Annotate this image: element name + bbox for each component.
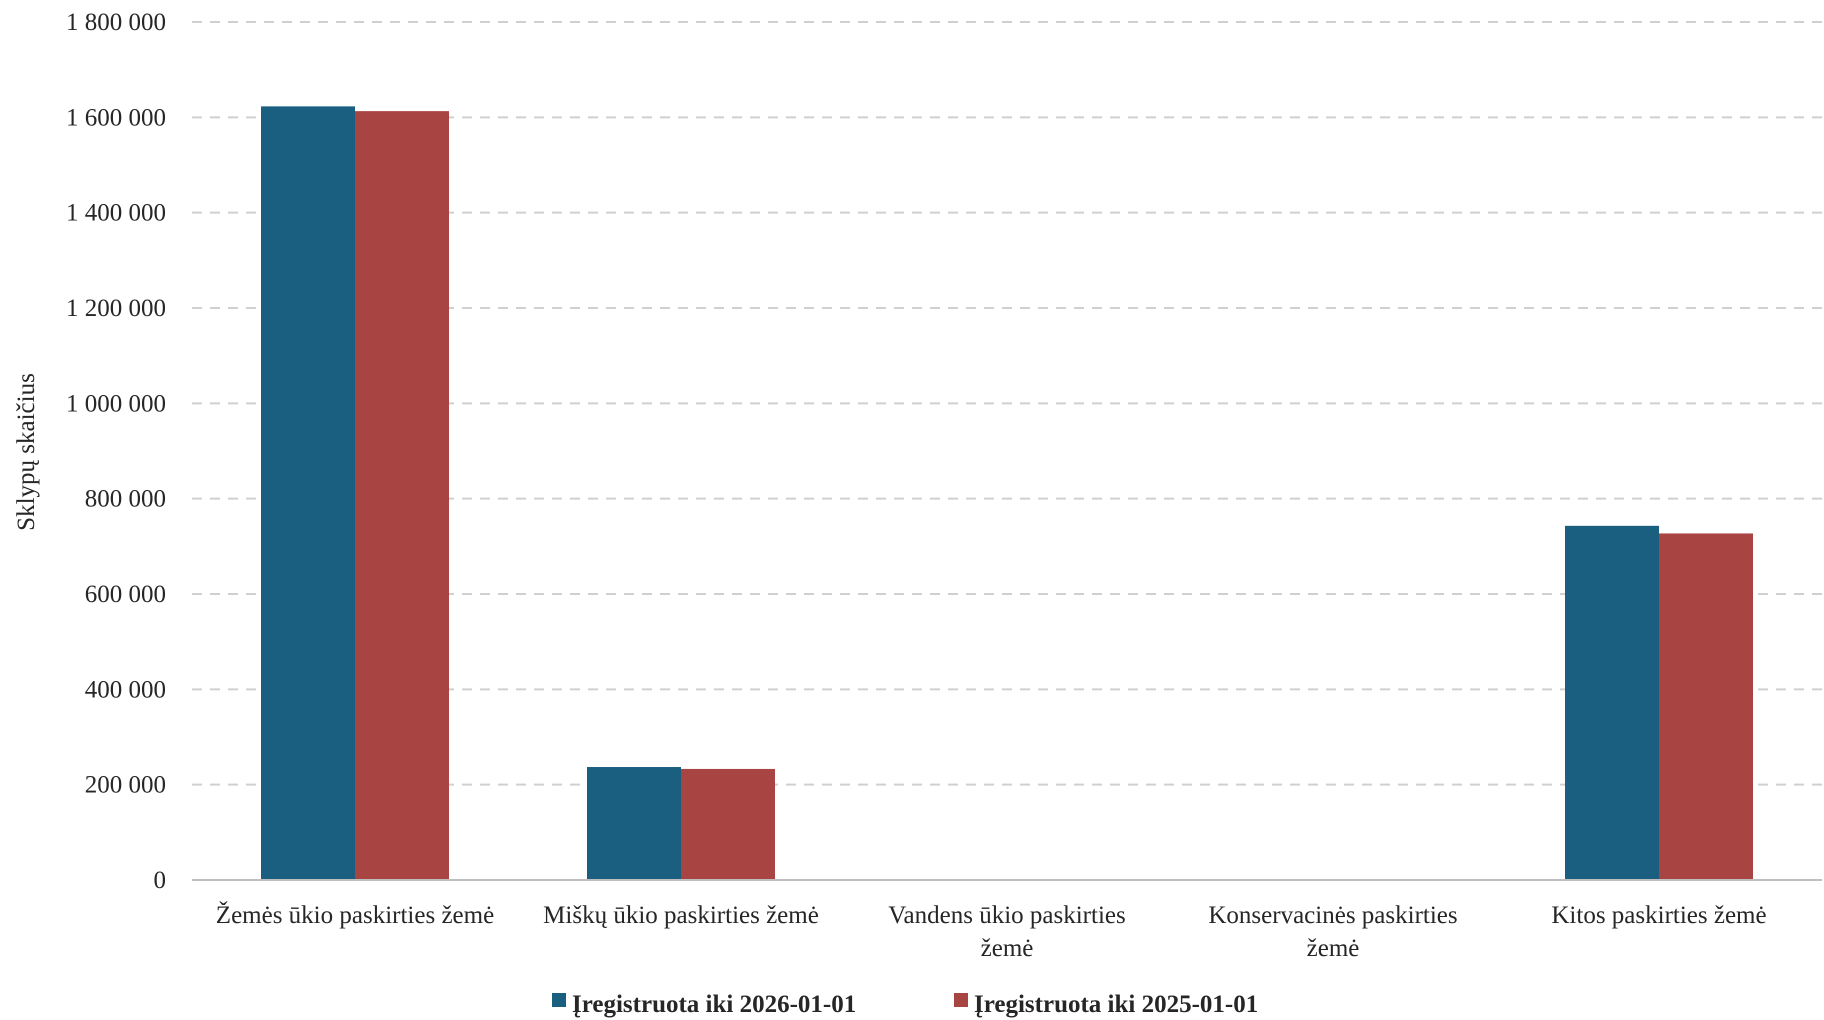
- bar-series-2: [681, 768, 775, 880]
- bar-series-2: [355, 111, 449, 881]
- x-category-label: Miškų ūkio paskirties žemė: [543, 902, 819, 929]
- gridlines: [192, 21, 1822, 786]
- y-tick-label: 0: [154, 867, 167, 894]
- bar-series-1: [587, 767, 681, 880]
- x-category-label: Kitos paskirties žemė: [1551, 902, 1766, 929]
- y-tick-label: 1 400 000: [66, 200, 166, 227]
- legend-label: Įregistruota iki 2026-01-01: [572, 991, 856, 1018]
- y-tick-label: 1 600 000: [66, 104, 166, 131]
- y-tick-label: 600 000: [85, 581, 166, 608]
- legend: Įregistruota iki 2026-01-01 Įregistruota …: [552, 991, 1258, 1018]
- x-category-label: Žemės ūkio paskirties žemė: [216, 901, 494, 929]
- legend-swatch: [552, 993, 566, 1007]
- bar-series-1: [1565, 525, 1659, 880]
- y-tick-label: 800 000: [85, 486, 166, 513]
- y-axis-title: Sklypų skaičius: [13, 373, 40, 531]
- bar-series-1: [261, 106, 355, 881]
- x-category-label: Konservacinės paskirties žemė: [1208, 902, 1457, 962]
- x-axis-categories: Žemės ūkio paskirties žemė Miškų ūkio pas…: [216, 901, 1767, 962]
- y-axis-ticks: 0 200 000 400 000 600 000 800 000 1 000 000 1 …: [66, 9, 166, 894]
- y-tick-label: 400 000: [85, 676, 166, 703]
- bars: [261, 106, 1753, 881]
- bar-series-2: [1659, 533, 1753, 880]
- legend-swatch: [954, 993, 968, 1007]
- y-tick-label: 200 000: [85, 772, 166, 799]
- x-category-label: Vandens ūkio paskirties žemė: [888, 902, 1125, 962]
- y-tick-label: 1 800 000: [66, 9, 166, 36]
- y-tick-label: 1 200 000: [66, 295, 166, 322]
- legend-label: Įregistruota iki 2025-01-01: [974, 991, 1258, 1018]
- y-tick-label: 1 000 000: [66, 390, 166, 417]
